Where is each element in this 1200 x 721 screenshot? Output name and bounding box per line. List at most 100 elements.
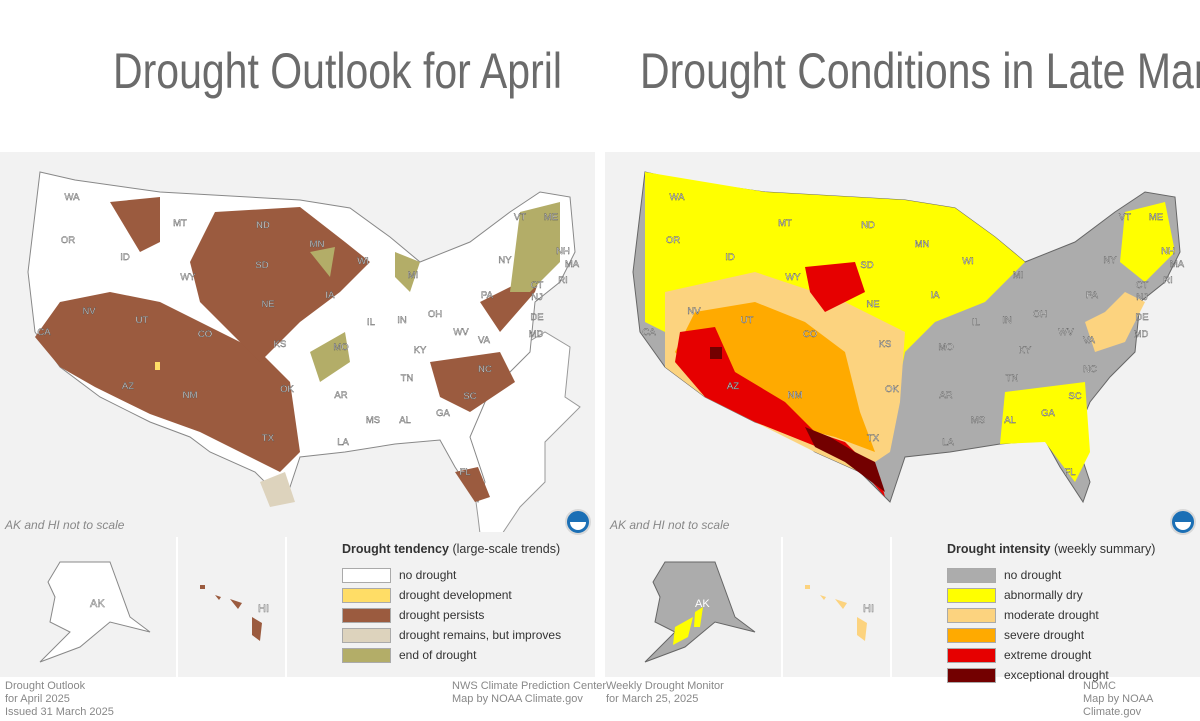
- legend-item: moderate drought: [947, 607, 1099, 623]
- drought-conditions-map: WA OR ID MT WY ND SD NE MN WI MI IA IL IN OH PA NY VT ME NH…: [605, 152, 1200, 683]
- legend-item: abnormally dry: [947, 587, 1083, 603]
- state-label: KY: [414, 345, 427, 356]
- legend-item: end of drought: [342, 647, 476, 663]
- state-label: SD: [255, 260, 268, 271]
- state-label: GA: [436, 408, 450, 419]
- drought-areas: [645, 172, 1175, 497]
- state-label: NH: [556, 246, 570, 257]
- legend-label: end of drought: [399, 648, 477, 662]
- state-label: MI: [1013, 270, 1024, 281]
- legend-swatch: [947, 627, 996, 643]
- state-label: CT: [531, 280, 544, 291]
- drought-region: [260, 472, 295, 507]
- state-label: WY: [180, 272, 196, 283]
- state-label: MN: [915, 239, 930, 250]
- hawaii-shape: [805, 585, 867, 641]
- state-label: GA: [1041, 408, 1055, 419]
- state-label: KY: [1019, 345, 1032, 356]
- state-label: NC: [1083, 364, 1097, 375]
- state-label: MO: [938, 342, 953, 353]
- legend-title: Drought intensity (weekly summary): [947, 542, 1156, 556]
- legend-swatch: [947, 607, 996, 623]
- state-label: WV: [453, 327, 469, 338]
- state-label: IL: [972, 317, 980, 328]
- state-label: SC: [1068, 391, 1081, 402]
- state-label: VT: [514, 212, 526, 223]
- inset-label-hi: HI: [863, 603, 874, 615]
- state-label: RI: [558, 275, 568, 286]
- state-label: RI: [1163, 275, 1173, 286]
- state-label: OH: [428, 309, 442, 320]
- state-label: ND: [861, 220, 875, 231]
- state-label: TN: [1006, 373, 1019, 384]
- state-label: DE: [530, 312, 543, 323]
- state-label: AR: [334, 390, 347, 401]
- legend-swatch: [342, 567, 391, 583]
- legend-item: drought persists: [342, 607, 484, 623]
- right-footer-source: Weekly Drought Monitor for March 25, 2025: [606, 680, 724, 705]
- state-label: TN: [401, 373, 414, 384]
- legend-label: extreme drought: [1004, 648, 1092, 662]
- state-labels: WA OR ID MT WY ND SD NE MN WI MI IA IL IN OH PA NY VT ME NH…: [642, 192, 1185, 478]
- state-label: TX: [262, 433, 275, 444]
- state-label: UT: [741, 315, 754, 326]
- state-label: SD: [860, 260, 873, 271]
- state-label: MI: [408, 270, 419, 281]
- state-label: AL: [399, 415, 411, 426]
- alaska-shape: [39, 561, 151, 663]
- legend-swatch: [947, 667, 996, 683]
- state-label: ID: [725, 252, 735, 263]
- hawaii-shape: [200, 585, 262, 641]
- state-label: NV: [687, 306, 701, 317]
- left-footer-credit: NWS Climate Prediction Center Map by NOAA…: [452, 680, 607, 705]
- legend-item: extreme drought: [947, 647, 1091, 663]
- state-label: CO: [198, 329, 212, 340]
- state-label: WA: [65, 192, 81, 203]
- state-label: FL: [1064, 467, 1075, 478]
- drought-region: [675, 327, 885, 497]
- state-label: OK: [885, 384, 899, 395]
- state-label: SC: [463, 391, 476, 402]
- state-label: OR: [61, 235, 75, 246]
- state-label: MA: [1170, 259, 1185, 270]
- drought-region: [510, 202, 560, 292]
- legend-title: Drought tendency (large-scale trends): [342, 542, 561, 556]
- legend-label: drought persists: [399, 608, 485, 622]
- state-label: MT: [778, 218, 792, 229]
- state-label: WI: [357, 256, 369, 267]
- legend: Drought intensity (weekly summary) no dr…: [890, 537, 1200, 683]
- conus-map: WA OR ID MT WY ND SD NE MN WI MI IA IL IN OH PA NY VT ME NH…: [632, 171, 1185, 504]
- state-label: NY: [498, 255, 512, 266]
- legend-swatch: [342, 607, 391, 623]
- drought-outlook-map: WA OR ID MT WY ND SD NE MN WI MI IA IL IN OH PA NY VT ME NH…: [0, 152, 595, 677]
- state-label: NY: [1103, 255, 1117, 266]
- state-label: NJ: [1136, 292, 1148, 303]
- state-label: OR: [666, 235, 680, 246]
- legend-label: drought remains, but improves: [399, 628, 562, 642]
- state-label: MN: [310, 239, 325, 250]
- noaa-logo: [1170, 509, 1196, 535]
- right-map-title: Drought Conditions in Late March: [640, 43, 1200, 99]
- legend-label: moderate drought: [1004, 608, 1099, 622]
- state-label: IN: [397, 315, 407, 326]
- inset-label-hi: HI: [258, 603, 269, 615]
- state-label: WI: [962, 256, 974, 267]
- legend-label: no drought: [399, 568, 457, 582]
- state-label: MT: [173, 218, 187, 229]
- state-label: CA: [642, 327, 656, 338]
- state-label: IA: [326, 290, 336, 301]
- state-label: PA: [1086, 290, 1099, 301]
- legend-item: no drought: [342, 567, 456, 583]
- legend: Drought tendency (large-scale trends) no…: [285, 537, 597, 677]
- state-labels: WA OR ID MT WY ND SD NE MN WI MI IA IL IN OH PA NY VT ME NH…: [37, 192, 580, 478]
- legend-label: no drought: [1004, 568, 1062, 582]
- state-label: ME: [544, 212, 558, 223]
- legend-swatch: [342, 587, 391, 603]
- drought-region: [155, 362, 160, 370]
- state-label: ID: [120, 252, 130, 263]
- state-label: VA: [478, 335, 491, 346]
- us-outline-main: [27, 171, 576, 504]
- state-label: IL: [367, 317, 375, 328]
- ak-hi-insets: AK HI: [644, 537, 874, 677]
- legend-swatch: [342, 647, 391, 663]
